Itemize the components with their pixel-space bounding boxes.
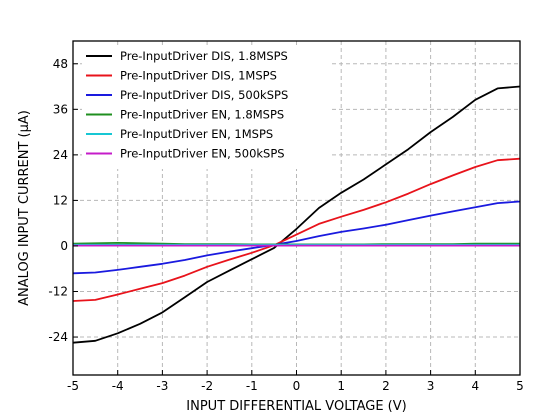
y-tick-label: 24 bbox=[53, 148, 68, 162]
legend-label: Pre-InputDriver EN, 500kSPS bbox=[120, 147, 285, 161]
x-tick-label: -4 bbox=[112, 379, 124, 393]
series-line-1 bbox=[72, 85, 521, 344]
x-tick-label: -2 bbox=[201, 379, 213, 393]
legend-background bbox=[82, 46, 330, 169]
y-tick-label: 0 bbox=[60, 239, 68, 253]
x-tick-label: 1 bbox=[337, 379, 345, 393]
x-tick-label: 0 bbox=[293, 379, 301, 393]
x-tick-label: 5 bbox=[516, 379, 524, 393]
x-tick-label: 4 bbox=[471, 379, 479, 393]
y-tick-label: 36 bbox=[53, 102, 68, 116]
x-tick-label: -5 bbox=[67, 379, 79, 393]
legend: Pre-InputDriver DIS, 1.8MSPS Pre-InputDri… bbox=[82, 46, 330, 169]
x-tick-label: 3 bbox=[427, 379, 435, 393]
y-tick-label: 48 bbox=[53, 57, 68, 71]
legend-label: Pre-InputDriver DIS, 1.8MSPS bbox=[120, 49, 288, 63]
y-tick-label: 12 bbox=[53, 193, 68, 207]
legend-label: Pre-InputDriver EN, 1.8MSPS bbox=[120, 108, 284, 122]
x-tick-label: -1 bbox=[246, 379, 258, 393]
y-tick-label: -12 bbox=[48, 285, 68, 299]
series-line-2 bbox=[72, 157, 521, 302]
x-tick-label: 2 bbox=[382, 379, 390, 393]
legend-label: Pre-InputDriver EN, 1MSPS bbox=[120, 127, 273, 141]
y-tick-label: -24 bbox=[48, 330, 68, 344]
legend-label: Pre-InputDriver DIS, 1MSPS bbox=[120, 69, 277, 83]
x-axis-title: INPUT DIFFERENTIAL VOLTAGE (V) bbox=[186, 399, 406, 414]
series-line-3 bbox=[72, 200, 521, 275]
series-lines bbox=[72, 85, 521, 344]
x-tick-label: -3 bbox=[156, 379, 168, 393]
y-axis-title: ANALOG INPUT CURRENT (μA) bbox=[17, 110, 32, 306]
legend-label: Pre-InputDriver DIS, 500kSPS bbox=[120, 88, 288, 102]
